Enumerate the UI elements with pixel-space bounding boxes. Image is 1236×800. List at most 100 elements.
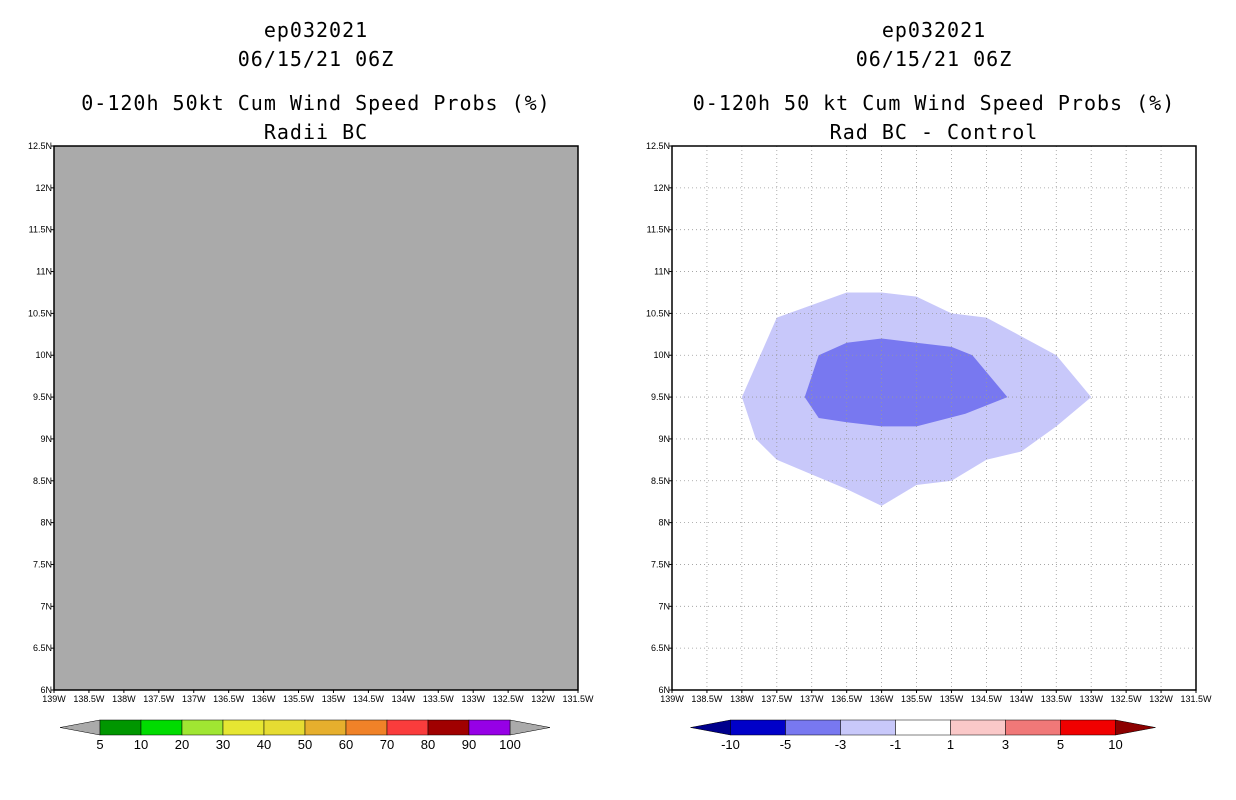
right-x-tick-label: 134.5W — [971, 694, 1003, 704]
left-x-tick-label: 138.5W — [73, 694, 105, 704]
left-x-tick-label: 136.5W — [213, 694, 245, 704]
left-title-subtitle: Radii BC — [263, 120, 369, 144]
right-plot-frame — [671, 145, 1197, 691]
left-x-tick-label: 132.5W — [493, 694, 525, 704]
left-x-tick-label: 133W — [461, 694, 485, 704]
left-colorbar-label: 90 — [462, 737, 476, 752]
right-colorbar-segment — [895, 719, 951, 736]
left-y-tick-label: 6.5N — [33, 643, 52, 653]
left-colorbar-label: 80 — [421, 737, 435, 752]
right-x-tick-label: 132.5W — [1111, 694, 1143, 704]
left-x-tick-label: 136W — [252, 694, 276, 704]
left-colorbar-label: 70 — [380, 737, 394, 752]
right-y-tick-label: 10N — [653, 350, 670, 360]
left-colorbar-label: 40 — [257, 737, 271, 752]
left-colorbar-segment — [468, 719, 511, 736]
right-x-tick-label: 134W — [1010, 694, 1034, 704]
right-colorbar-label: -3 — [835, 737, 847, 752]
right-y-tick-label: 8N — [658, 518, 670, 528]
left-plot-area — [54, 146, 578, 690]
right-y-tick-label: 9.5N — [651, 392, 670, 402]
right-y-tick-label: 12.5N — [646, 141, 670, 151]
left-colorbar-segment — [263, 719, 306, 736]
left-colorbar-label: 50 — [298, 737, 312, 752]
right-colorbar-label: -10 — [721, 737, 740, 752]
left-colorbar-segment — [304, 719, 347, 736]
left-y-tick-label: 9N — [40, 434, 52, 444]
right-x-tick-label: 133.5W — [1041, 694, 1073, 704]
left-y-tick-label: 10N — [35, 350, 52, 360]
left-x-tick-label: 132W — [531, 694, 555, 704]
left-y-tick-label: 7.5N — [33, 559, 52, 569]
left-colorbar-segment — [386, 719, 429, 736]
left-y-tick-label: 10.5N — [28, 308, 52, 318]
right-x-tick-label: 132W — [1149, 694, 1173, 704]
right-y-tick-label: 7N — [658, 601, 670, 611]
right-colorbar-label: -1 — [890, 737, 902, 752]
right-y-tick-label: 9N — [658, 434, 670, 444]
right-y-tick-label: 7.5N — [651, 559, 670, 569]
right-colorbar-label: -5 — [780, 737, 792, 752]
left-y-tick-label: 7N — [40, 601, 52, 611]
right-colorbar-segment — [840, 719, 896, 736]
left-colorbar-label: 30 — [216, 737, 230, 752]
right-colorbar-right-end — [1115, 719, 1156, 736]
right-x-tick-label: 136W — [870, 694, 894, 704]
left-x-tick-label: 133.5W — [423, 694, 455, 704]
left-x-tick-label: 134.5W — [353, 694, 385, 704]
left-title-product: 0-120h 50kt Cum Wind Speed Probs (%) — [81, 91, 551, 115]
right-y-tick-label: 10.5N — [646, 308, 670, 318]
right-x-tick-label: 137.5W — [761, 694, 793, 704]
left-title-storm-id: ep032021 — [263, 18, 369, 42]
right-x-tick-label: 135W — [940, 694, 964, 704]
left-colorbar-label: 60 — [339, 737, 353, 752]
left-colorbar-right-end — [509, 719, 551, 736]
left-colorbar-label: 10 — [134, 737, 148, 752]
left-y-tick-label: 8N — [40, 518, 52, 528]
right-colorbar-label: 1 — [947, 737, 954, 752]
right-title-storm-id: ep032021 — [881, 18, 987, 42]
right-x-tick-label: 133W — [1079, 694, 1103, 704]
left-x-tick-label: 138W — [112, 694, 136, 704]
left-colorbar-segment — [345, 719, 388, 736]
right-y-tick-label: 12N — [653, 183, 670, 193]
right-x-tick-label: 138.5W — [691, 694, 723, 704]
left-y-tick-label: 11.5N — [29, 225, 52, 235]
left-title-datetime: 06/15/21 06Z — [237, 47, 395, 71]
left-y-tick-label: 12.5N — [28, 141, 52, 151]
right-colorbar-segment — [730, 719, 786, 736]
left-colorbar-label: 20 — [175, 737, 189, 752]
left-y-tick-label: 9.5N — [33, 392, 52, 402]
left-colorbar-segment — [222, 719, 265, 736]
right-x-tick-label: 135.5W — [901, 694, 933, 704]
right-colorbar-label: 3 — [1002, 737, 1009, 752]
left-x-tick-label: 137.5W — [143, 694, 175, 704]
right-x-tick-label: 137W — [800, 694, 824, 704]
right-x-tick-label: 136.5W — [831, 694, 863, 704]
left-y-tick-label: 6N — [40, 685, 52, 695]
right-colorbar-label: 5 — [1057, 737, 1064, 752]
right-colorbar-segment — [785, 719, 841, 736]
left-colorbar-segment — [140, 719, 183, 736]
right-x-tick-label: 138W — [730, 694, 754, 704]
left-colorbar-segment — [427, 719, 470, 736]
right-colorbar-left-end — [690, 719, 731, 736]
right-colorbar-label: 10 — [1108, 737, 1122, 752]
right-y-tick-label: 6N — [658, 685, 670, 695]
left-colorbar-label: 5 — [96, 737, 103, 752]
left-x-tick-label: 137W — [182, 694, 206, 704]
left-x-tick-label: 131.5W — [562, 694, 594, 704]
left-colorbar-label: 100 — [499, 737, 521, 752]
right-y-tick-label: 6.5N — [651, 643, 670, 653]
right-y-tick-label: 11N — [654, 267, 670, 277]
left-y-tick-label: 11N — [36, 267, 52, 277]
left-x-tick-label: 135W — [322, 694, 346, 704]
right-title-subtitle: Rad BC - Control — [829, 120, 1039, 144]
right-y-tick-label: 11.5N — [647, 225, 670, 235]
left-colorbar-left-end — [59, 719, 101, 736]
right-colorbar-segment — [1005, 719, 1061, 736]
right-colorbar-segment — [1060, 719, 1116, 736]
right-x-tick-label: 139W — [660, 694, 684, 704]
left-x-tick-label: 139W — [42, 694, 66, 704]
